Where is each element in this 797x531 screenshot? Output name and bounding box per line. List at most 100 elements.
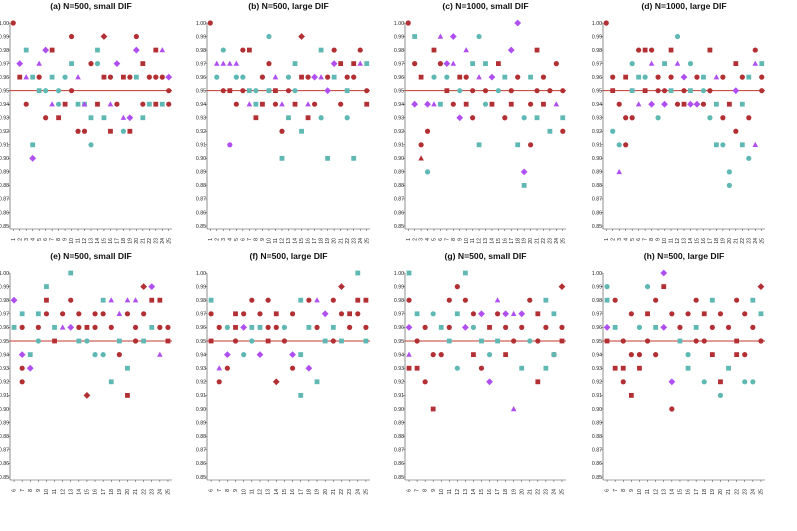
data-point-square [306, 325, 312, 330]
data-point-square [52, 338, 57, 344]
data-point-circle [653, 297, 659, 303]
data-point-diamond [668, 378, 676, 386]
x-tick-label: 6 [407, 489, 413, 492]
y-tick-label: 0.91 [196, 393, 206, 399]
data-point-circle [259, 74, 266, 80]
y-tick-label: 0.99 [0, 284, 9, 290]
data-point-square [483, 61, 488, 66]
x-tick-label: 12 [675, 238, 681, 244]
data-point-circle [612, 297, 618, 303]
data-point-circle [677, 324, 683, 330]
data-point-square [249, 325, 255, 330]
data-point-square [305, 115, 311, 121]
data-point-circle [285, 74, 292, 80]
x-tick-label: 13 [463, 489, 469, 495]
x-tick-label: 20 [134, 238, 140, 244]
data-point-circle [717, 311, 724, 317]
data-point-square [406, 270, 412, 276]
data-point-triangle [213, 60, 220, 66]
data-point-square [233, 311, 238, 317]
data-point-square [121, 74, 126, 80]
data-point-diamond [311, 73, 318, 81]
data-point-square [233, 325, 238, 330]
x-tick-label: 12 [280, 238, 286, 244]
data-point-square [133, 74, 139, 80]
data-point-circle [431, 74, 437, 80]
panel-title: (e) N=500, small DIF [50, 251, 131, 261]
data-point-square [108, 379, 114, 385]
data-point-circle [124, 311, 131, 317]
data-point-circle [88, 61, 94, 67]
data-point-square [273, 88, 278, 94]
y-tick-label: 0.86 [592, 461, 602, 467]
x-tick-label: 19 [117, 489, 123, 495]
data-point-circle [628, 311, 634, 317]
x-tick-label: 22 [339, 489, 345, 495]
data-point-diamond [518, 310, 526, 318]
x-tick-label: 16 [108, 238, 114, 244]
data-point-diamond [456, 114, 464, 122]
data-point-circle [355, 311, 361, 317]
x-tick-label: 23 [347, 489, 353, 495]
x-tick-label: 8 [254, 238, 260, 241]
data-point-diamond [26, 364, 34, 372]
x-tick-label: 3 [24, 238, 30, 241]
x-tick-label: 6 [240, 238, 246, 241]
data-point-square [559, 338, 565, 344]
y-tick-label: 0.87 [196, 448, 206, 454]
y-tick-label: 0.87 [196, 197, 206, 203]
data-point-circle [100, 311, 106, 317]
data-point-diamond [240, 324, 248, 331]
x-tick-label: 20 [718, 489, 724, 495]
data-point-circle [220, 88, 226, 94]
data-point-triangle [132, 297, 139, 303]
data-point-circle [502, 115, 508, 121]
y-tick-label: 0.90 [196, 407, 206, 413]
data-point-circle [750, 379, 756, 385]
data-point-square [253, 101, 259, 107]
x-tick-label: 23 [548, 238, 554, 244]
data-point-circle [233, 101, 239, 107]
data-point-square [27, 352, 33, 357]
data-point-circle [94, 61, 101, 67]
data-point-diamond [100, 33, 108, 40]
data-point-square [17, 74, 23, 80]
data-point-circle [68, 33, 75, 40]
data-point-triangle [450, 60, 457, 66]
data-point-square [260, 101, 265, 107]
x-tick-label: 21 [535, 238, 541, 244]
data-point-circle [279, 128, 285, 134]
data-point-circle [527, 338, 533, 344]
x-tick-label: 24 [552, 489, 558, 495]
data-point-circle [750, 324, 756, 330]
y-tick-label: 0.85 [196, 224, 206, 230]
x-tick-label: 25 [364, 489, 370, 495]
data-point-circle [746, 155, 752, 161]
data-point-circle [685, 311, 691, 317]
x-tick-label: 23 [543, 489, 549, 495]
x-tick-label: 22 [740, 238, 746, 244]
data-point-circle [76, 311, 82, 317]
y-tick-label: 0.99 [196, 34, 206, 40]
x-tick-label: 13 [661, 489, 667, 495]
x-tick-label: 11 [669, 238, 675, 243]
y-tick-label: 1.00 [0, 271, 9, 277]
x-tick-label: 17 [509, 238, 515, 244]
data-point-square [418, 74, 424, 80]
data-point-square [322, 338, 328, 344]
y-tick-label: 0.97 [394, 312, 404, 318]
data-point-circle [553, 61, 559, 67]
y-tick-label: 0.94 [394, 102, 404, 108]
x-tick-label: 20 [519, 489, 525, 495]
data-point-square [739, 101, 745, 107]
data-point-square [668, 88, 674, 94]
y-tick-label: 1.00 [394, 21, 404, 27]
data-point-square [75, 101, 81, 107]
data-point-circle [43, 88, 49, 94]
panel-title: (h) N=500, large DIF [644, 251, 724, 261]
data-point-circle [515, 74, 521, 80]
x-tick-label: 7 [20, 489, 26, 492]
y-tick-label: 0.91 [592, 393, 602, 399]
x-tick-label: 15 [496, 238, 502, 244]
y-tick-label: 0.90 [196, 156, 206, 162]
